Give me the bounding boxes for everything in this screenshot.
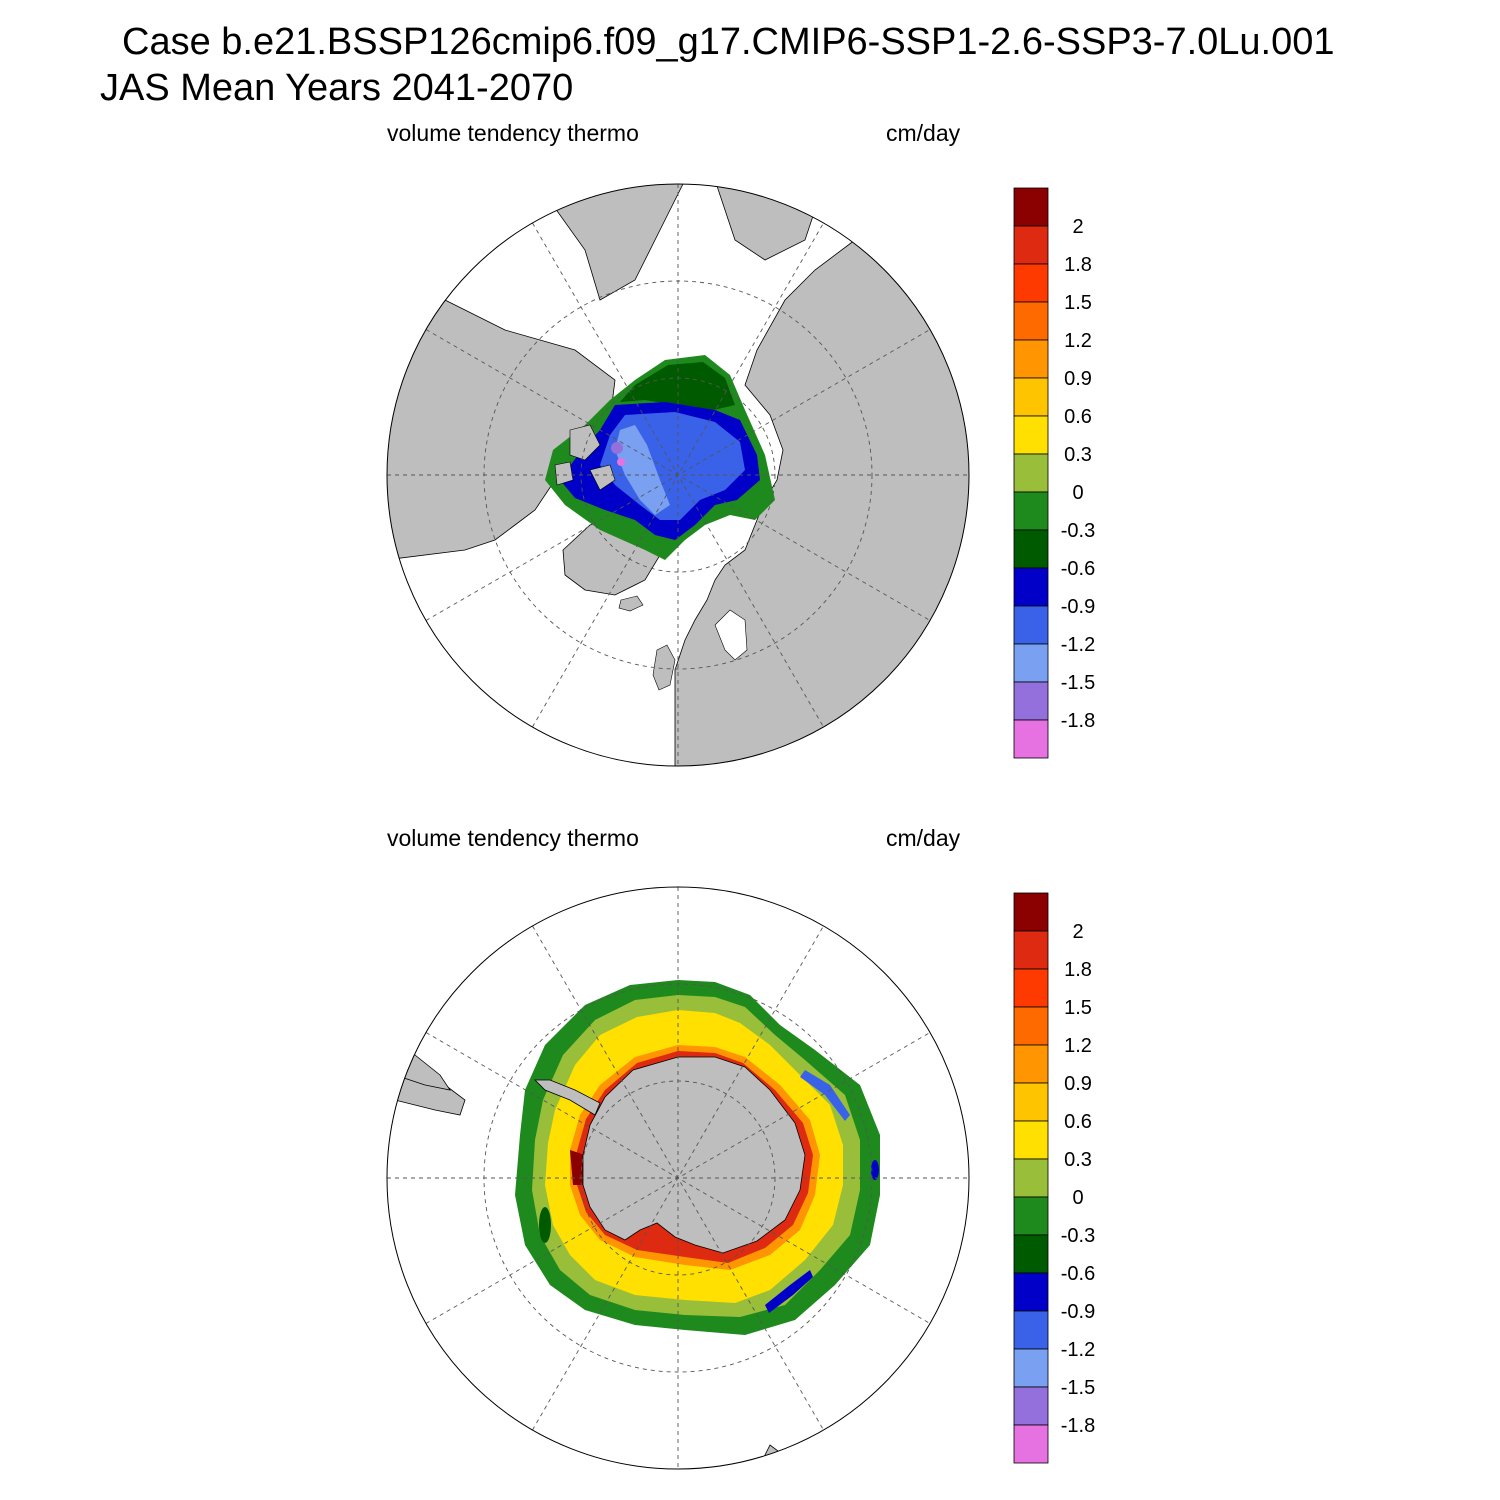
colorbar-tick-label: 1.8 (1064, 254, 1092, 276)
colorbar-box-7 (1013, 1158, 1049, 1198)
arctic-land-archipelago (554, 424, 616, 491)
figure-title-period: JAS Mean Years 2041-2070 (100, 67, 574, 109)
colorbar-tick-label: 1.2 (1064, 1035, 1092, 1057)
colorbar-tick-label: 0.9 (1064, 368, 1092, 390)
top-panel-variable-label: volume tendency thermo (387, 120, 639, 146)
antarctic-ice-darkgreen-spot-west (539, 1207, 551, 1243)
colorbar-box-8 (1013, 491, 1049, 531)
colorbar-box-13 (1013, 681, 1049, 721)
colorbar-box-6 (1013, 1120, 1049, 1160)
arctic-sea-baltic (714, 609, 748, 661)
colorbar-tick-label: -0.3 (1061, 520, 1095, 542)
colorbar-tick-label: 0.6 (1064, 1111, 1092, 1133)
arctic-ice-pink-spot (617, 458, 625, 466)
colorbar-tick-label: -0.9 (1061, 596, 1095, 618)
colorbar-box-8 (1013, 1196, 1049, 1236)
colorbar-box-6 (1013, 415, 1049, 455)
colorbar-box-4 (1013, 339, 1049, 379)
colorbar-tick-label: 1.5 (1064, 997, 1092, 1019)
colorbar-box-9 (1013, 1234, 1049, 1274)
antarctic-ice-blue-spot-east (871, 1160, 879, 1180)
colorbar-box-0 (1013, 187, 1049, 227)
colorbar-box-0 (1013, 892, 1049, 932)
antarctic-map (386, 886, 970, 1470)
colorbar-box-13 (1013, 1386, 1049, 1426)
arctic-land-british-isles (652, 644, 676, 691)
antarctic-land-continent (582, 1056, 806, 1254)
colorbar-tick-label: -1.8 (1061, 710, 1095, 732)
colorbar-tick-label: 0.6 (1064, 406, 1092, 428)
colorbar-box-10 (1013, 567, 1049, 607)
colorbar-box-5 (1013, 1082, 1049, 1122)
colorbar-tick-label: -0.3 (1061, 1225, 1095, 1247)
colorbar-box-5 (1013, 377, 1049, 417)
antarctic-ice-blue-band-southeast (765, 1270, 813, 1313)
figure-title-case: Case b.e21.BSSP126cmip6.f09_g17.CMIP6-SS… (122, 21, 1335, 63)
colorbar-box-2 (1013, 968, 1049, 1008)
colorbar-tick-label: -1.8 (1061, 1415, 1095, 1437)
arctic-map-border (386, 183, 970, 767)
colorbar-box-2 (1013, 263, 1049, 303)
colorbar-tick-label: 2 (1072, 921, 1083, 943)
colorbar-box-11 (1013, 1310, 1049, 1350)
colorbar-tick-label: 1.2 (1064, 330, 1092, 352)
colorbar-tick-label: 2 (1072, 216, 1083, 238)
colorbar-tick-label: -0.6 (1061, 1263, 1095, 1285)
colorbar-box-1 (1013, 930, 1049, 970)
colorbar-tick-label: 0 (1072, 1187, 1083, 1209)
bottom-panel-units-label: cm/day (886, 825, 961, 851)
colorbar-box-12 (1013, 1348, 1049, 1388)
colorbar-tick-label: -1.5 (1061, 672, 1095, 694)
bottom-panel-variable-label: volume tendency thermo (387, 825, 639, 851)
top-panel-units-label: cm/day (886, 120, 961, 146)
arctic-ice-purple-spot (611, 442, 623, 454)
colorbar-tick-label: -0.9 (1061, 1301, 1095, 1323)
arctic-map (386, 183, 970, 767)
colorbar-box-10 (1013, 1272, 1049, 1312)
colorbar-box-4 (1013, 1044, 1049, 1084)
arctic-land-iceland (618, 595, 644, 612)
antarctic-ice-blue-band-east (800, 1070, 850, 1121)
colorbar-box-14 (1013, 719, 1049, 759)
arctic-ice-light-blue (615, 425, 670, 515)
arctic-ice-dark-green (620, 362, 735, 412)
colorbar-tick-label: -1.2 (1061, 634, 1095, 656)
colorbar-box-1 (1013, 225, 1049, 265)
colorbar-tick-label: 1.5 (1064, 292, 1092, 314)
colorbar-box-7 (1013, 453, 1049, 493)
top-colorbar: 2 1.8 1.5 1.2 0.9 0.6 0.3 0 -0.3 -0.6 -0.9 -1.2 -1.5… (1013, 187, 1095, 759)
colorbar-box-11 (1013, 605, 1049, 645)
colorbar-tick-label: -0.6 (1061, 558, 1095, 580)
colorbar-tick-label: -1.2 (1061, 1339, 1095, 1361)
colorbar-tick-label: 1.8 (1064, 959, 1092, 981)
arctic-graticule (387, 184, 969, 766)
arctic-land-alaska (534, 184, 686, 301)
antarctic-graticule (387, 887, 969, 1469)
colorbar-box-14 (1013, 1424, 1049, 1464)
arctic-land-eurasia (674, 184, 969, 766)
colorbar-box-12 (1013, 643, 1049, 683)
bottom-colorbar: 2 1.8 1.5 1.2 0.9 0.6 0.3 0 -0.3 -0.6 -0.9 -1.2 -1.5… (1013, 892, 1095, 1464)
colorbar-box-9 (1013, 529, 1049, 569)
antarctic-map-border (386, 886, 970, 1470)
colorbar-tick-label: -1.5 (1061, 1377, 1095, 1399)
colorbar-tick-label: 0 (1072, 482, 1083, 504)
colorbar-box-3 (1013, 301, 1049, 341)
colorbar-tick-label: 0.3 (1064, 444, 1092, 466)
colorbar-tick-label: 0.3 (1064, 1149, 1092, 1171)
antarctic-land-peninsula (534, 1079, 601, 1116)
colorbar-box-3 (1013, 1006, 1049, 1046)
colorbar-tick-label: 0.9 (1064, 1073, 1092, 1095)
